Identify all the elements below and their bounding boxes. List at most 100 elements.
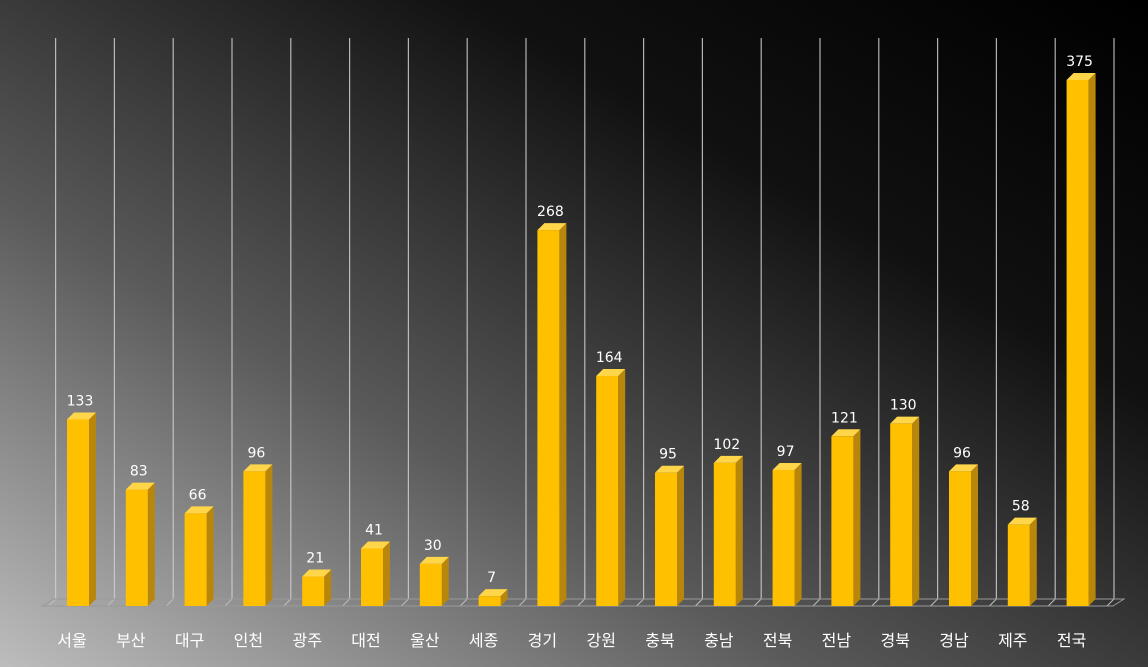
bar [596, 368, 626, 606]
bar-top [243, 464, 273, 472]
bar-side [794, 462, 802, 606]
gridline-floor-tick [107, 598, 115, 607]
bar [831, 429, 861, 606]
value-label: 97 [777, 444, 795, 460]
bar-front [831, 436, 854, 606]
bar [949, 464, 978, 606]
bar [419, 556, 449, 606]
bar-top [949, 464, 978, 472]
category-label: 경북 [880, 631, 909, 650]
bar-front [1066, 80, 1089, 606]
value-label: 41 [365, 522, 383, 538]
bar-front [596, 375, 619, 606]
category-label: 충북 [645, 631, 674, 650]
bar-side [89, 412, 96, 606]
bar [1066, 73, 1096, 606]
bar [772, 462, 802, 606]
bar-top [772, 462, 802, 470]
bar-side [500, 589, 508, 606]
bar-side [324, 569, 332, 606]
bar [184, 506, 214, 606]
bar-top [655, 465, 684, 473]
gridline-floor-tick [518, 598, 527, 607]
bar-top [67, 412, 96, 420]
category-label: 세종 [469, 631, 498, 650]
bar [67, 412, 96, 606]
bar-side [265, 464, 273, 606]
bar-side [971, 464, 978, 606]
gridline-floor-tick [753, 598, 762, 607]
gridline-floor-tick [1047, 598, 1056, 607]
bar-side [383, 541, 390, 606]
bar-side [559, 223, 567, 606]
bar-side [1088, 73, 1096, 606]
category-label: 대구 [175, 631, 204, 650]
gridline-floor-tick [401, 598, 409, 607]
bar [1007, 517, 1037, 606]
gridline-floor-tick [165, 598, 174, 607]
value-label: 96 [247, 445, 265, 461]
bar-side [147, 482, 155, 606]
bar-front [419, 563, 442, 606]
bar-top [1007, 517, 1037, 525]
gridline-floor-tick [871, 598, 880, 607]
gridline-floor-tick [342, 598, 350, 607]
bar-front [67, 419, 89, 606]
value-label: 133 [67, 393, 94, 409]
bar-front [537, 230, 560, 606]
gridline-floor-tick [48, 598, 56, 607]
gridlines [48, 38, 1115, 607]
bar [537, 223, 567, 606]
bar [655, 465, 684, 606]
category-label: 경남 [939, 631, 969, 650]
category-label: 전북 [763, 631, 792, 650]
bar-top [537, 223, 567, 231]
bar-side [441, 556, 449, 606]
value-label: 121 [831, 410, 858, 426]
category-label: 전남 [822, 631, 852, 650]
value-label: 66 [189, 487, 207, 503]
bar [478, 589, 508, 606]
category-label: 인천 [234, 631, 263, 650]
bar [243, 464, 273, 606]
gridline-floor-tick [989, 598, 997, 607]
bar-front [949, 471, 971, 606]
bar-top [1066, 73, 1096, 80]
bar-front [890, 423, 913, 606]
bar [302, 569, 332, 606]
bar-front [1007, 524, 1030, 606]
category-label: 울산 [410, 631, 440, 650]
bar-front [361, 548, 383, 606]
gridline-floor-tick [636, 598, 644, 607]
bar-top [361, 541, 390, 549]
bar-top [713, 455, 743, 463]
bar [125, 482, 155, 606]
value-label: 7 [487, 570, 496, 586]
category-labels: 서울 부산 대구 인천 광주 대전 울산 세종 경기 강원 충북 충남 전북 전남 경북 경남 제주 전국 [57, 631, 1086, 650]
category-label: 대전 [351, 631, 380, 650]
bar [713, 455, 743, 606]
bar-front [184, 513, 207, 606]
value-label: 21 [306, 551, 324, 567]
bar-top [831, 429, 861, 437]
category-label: 충남 [704, 631, 734, 650]
category-label: 전국 [1057, 631, 1086, 650]
chart-floor [40, 598, 1126, 607]
bar-front [125, 489, 148, 606]
bar-top [419, 556, 449, 564]
bar-front [302, 576, 325, 606]
gridline-floor-tick [695, 598, 703, 607]
value-label: 130 [890, 398, 917, 414]
value-labels: 133 83 66 96 21 41 30 7 268 164 95 102 97 121 130 96 58 3… [67, 54, 1093, 586]
value-label: 95 [659, 447, 677, 463]
gridline-floor-tick [812, 598, 821, 607]
gridline-floor-tick [283, 598, 292, 607]
value-label: 58 [1012, 499, 1030, 515]
bar-side [677, 465, 684, 606]
gridline-floor-tick [1106, 598, 1115, 607]
category-label: 제주 [998, 631, 1027, 650]
bar-front [713, 462, 736, 606]
value-label: 102 [713, 437, 740, 453]
